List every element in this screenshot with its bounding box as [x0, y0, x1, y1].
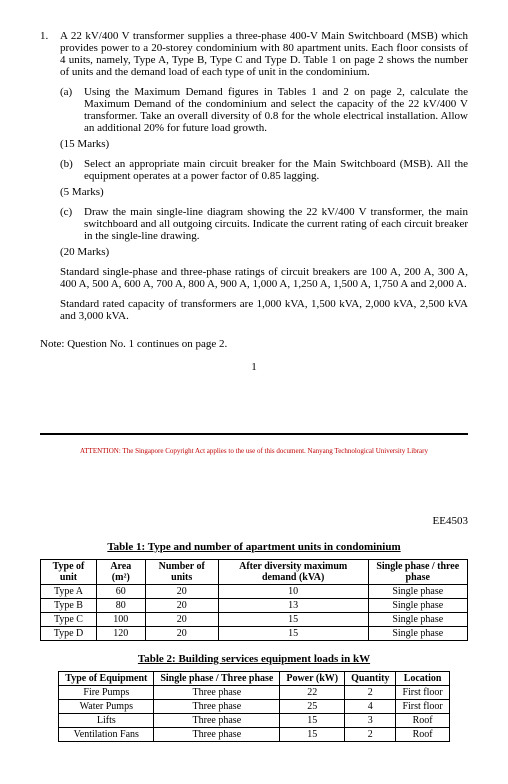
part-a-marks: (15 Marks) — [60, 138, 468, 150]
table2-h4: Quantity — [345, 672, 396, 686]
table1-h1: Type of unit — [41, 560, 97, 585]
question-1: 1. A 22 kV/400 V transformer supplies a … — [40, 30, 468, 330]
table-row: LiftsThree phase153Roof — [59, 714, 449, 728]
standard-transformers: Standard rated capacity of transformers … — [60, 298, 468, 322]
table2-h2: Single phase / Three phase — [154, 672, 280, 686]
table-row: Type D1202015Single phase — [41, 627, 468, 641]
table2-title: Table 2: Building services equipment loa… — [40, 653, 468, 665]
table2-header-row: Type of Equipment Single phase / Three p… — [59, 672, 449, 686]
course-code: EE4503 — [40, 515, 468, 527]
table2-h3: Power (kW) — [280, 672, 345, 686]
table1-h3: Number of units — [145, 560, 218, 585]
page-number: 1 — [40, 361, 468, 373]
table-row: Type B802013Single phase — [41, 599, 468, 613]
copyright-notice: ATTENTION: The Singapore Copyright Act a… — [40, 447, 468, 455]
part-c-marks: (20 Marks) — [60, 246, 468, 258]
part-a: (a) Using the Maximum Demand figures in … — [60, 86, 468, 134]
table1-header-row: Type of unit Area (m²) Number of units A… — [41, 560, 468, 585]
table1-h4: After diversity maximum demand (kVA) — [218, 560, 368, 585]
table1: Type of unit Area (m²) Number of units A… — [40, 559, 468, 641]
part-c-text: Draw the main single-line diagram showin… — [84, 206, 468, 242]
table-row: Type A602010Single phase — [41, 585, 468, 599]
part-b-marks: (5 Marks) — [60, 186, 468, 198]
table1-h2: Area (m²) — [96, 560, 145, 585]
table-row: Fire PumpsThree phase222First floor — [59, 686, 449, 700]
part-b-label: (b) — [60, 158, 84, 182]
part-b-text: Select an appropriate main circuit break… — [84, 158, 468, 182]
standard-breakers: Standard single-phase and three-phase ra… — [60, 266, 468, 290]
table1-title: Table 1: Type and number of apartment un… — [40, 541, 468, 553]
table2: Type of Equipment Single phase / Three p… — [58, 671, 449, 742]
page-divider — [40, 433, 468, 435]
part-b: (b) Select an appropriate main circuit b… — [60, 158, 468, 182]
continuation-note: Note: Question No. 1 continues on page 2… — [40, 338, 468, 350]
question-intro: A 22 kV/400 V transformer supplies a thr… — [60, 30, 468, 78]
table-row: Type C1002015Single phase — [41, 613, 468, 627]
table2-h5: Location — [396, 672, 449, 686]
table-row: Water PumpsThree phase254First floor — [59, 700, 449, 714]
table2-h1: Type of Equipment — [59, 672, 154, 686]
part-a-label: (a) — [60, 86, 84, 134]
question-body: A 22 kV/400 V transformer supplies a thr… — [60, 30, 468, 330]
table-row: Ventilation FansThree phase152Roof — [59, 728, 449, 742]
part-c-label: (c) — [60, 206, 84, 242]
part-c: (c) Draw the main single-line diagram sh… — [60, 206, 468, 242]
question-number: 1. — [40, 30, 60, 330]
part-a-text: Using the Maximum Demand figures in Tabl… — [84, 86, 468, 134]
table1-h5: Single phase / three phase — [368, 560, 467, 585]
